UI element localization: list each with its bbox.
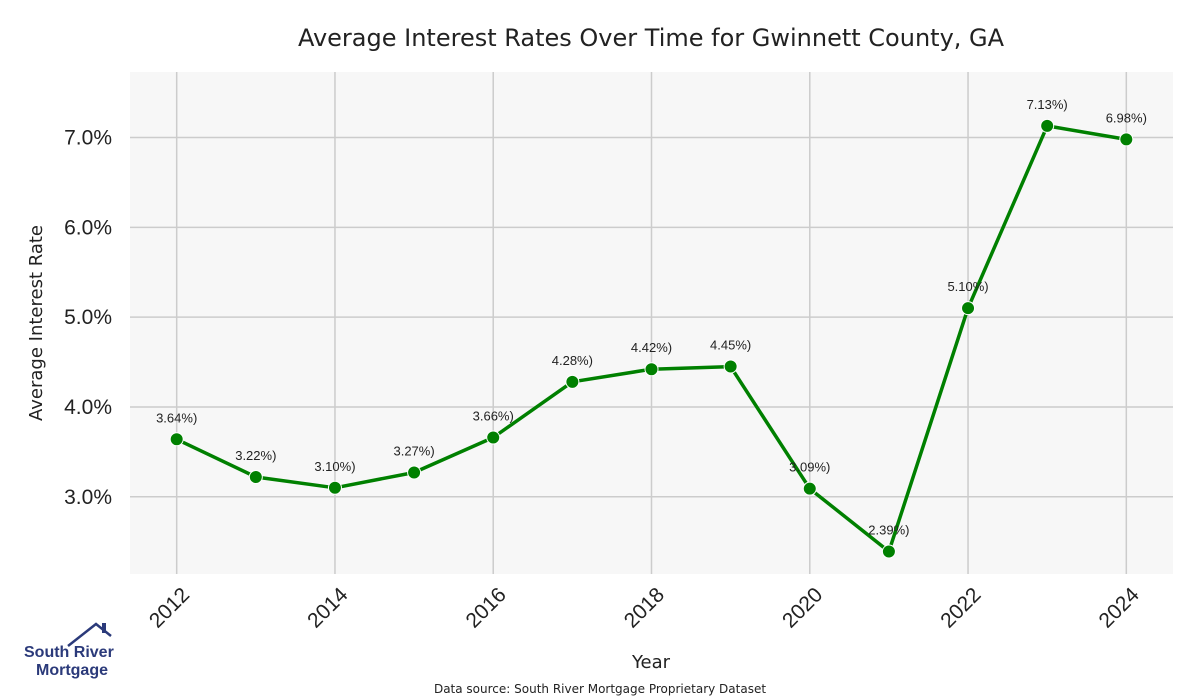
data-point <box>1119 132 1134 147</box>
y-tick-label: 6.0% <box>64 216 112 239</box>
chart-title: Average Interest Rates Over Time for Gwi… <box>298 24 1005 52</box>
data-point <box>248 470 263 485</box>
south-river-mortgage-logo: South River Mortgage <box>24 622 114 679</box>
x-axis-ticks: 2012 2014 2016 2018 2020 2022 2024 <box>145 583 1144 633</box>
y-tick-label: 4.0% <box>64 396 112 419</box>
logo-line-2: Mortgage <box>36 662 108 679</box>
data-label: 4.42%) <box>631 340 672 355</box>
data-label: 4.28%) <box>552 353 593 368</box>
y-tick-label: 3.0% <box>64 486 112 509</box>
y-axis-label: Average Interest Rate <box>26 225 47 421</box>
x-tick-label: 2016 <box>461 583 510 632</box>
data-label: 4.45%) <box>710 338 751 353</box>
x-tick-label: 2014 <box>303 583 353 633</box>
x-tick-label: 2012 <box>145 583 194 632</box>
data-point <box>169 432 184 447</box>
data-label: 3.22%) <box>235 448 276 463</box>
house-roof-icon <box>67 622 112 647</box>
y-tick-label: 5.0% <box>64 306 112 329</box>
data-point <box>486 430 501 445</box>
data-points <box>169 118 1134 559</box>
data-label: 7.13%) <box>1027 97 1068 112</box>
x-tick-label: 2020 <box>778 583 827 632</box>
data-label: 3.09%) <box>789 460 830 475</box>
data-point <box>644 362 659 377</box>
data-point <box>961 301 976 316</box>
data-point <box>565 374 580 389</box>
data-label: 5.10%) <box>947 279 988 294</box>
data-label: 6.98%) <box>1106 110 1147 125</box>
x-tick-label: 2018 <box>620 583 669 632</box>
data-point <box>723 359 738 374</box>
data-label: 3.10%) <box>314 459 355 474</box>
data-label: 3.27%) <box>393 444 434 459</box>
source-note: Data source: South River Mortgage Propri… <box>434 682 766 696</box>
y-axis-ticks: 3.0% 4.0% 5.0% 6.0% 7.0% <box>64 127 112 509</box>
data-point <box>1040 118 1055 133</box>
x-tick-label: 2024 <box>1095 583 1145 633</box>
data-labels: 3.64%) 3.22%) 3.10%) 3.27%) 3.66%) 4.28%) 4.42… <box>156 97 1147 538</box>
x-tick-label: 2022 <box>936 583 985 632</box>
data-point <box>881 544 896 559</box>
data-point <box>802 481 817 496</box>
data-label: 3.66%) <box>473 408 514 423</box>
data-point <box>327 480 342 495</box>
x-axis-label: Year <box>631 652 671 673</box>
logo-line-1: South River <box>24 644 114 661</box>
data-label: 3.64%) <box>156 410 197 425</box>
data-label: 2.39%) <box>868 523 909 538</box>
y-tick-label: 7.0% <box>64 127 112 150</box>
data-point <box>407 465 422 480</box>
